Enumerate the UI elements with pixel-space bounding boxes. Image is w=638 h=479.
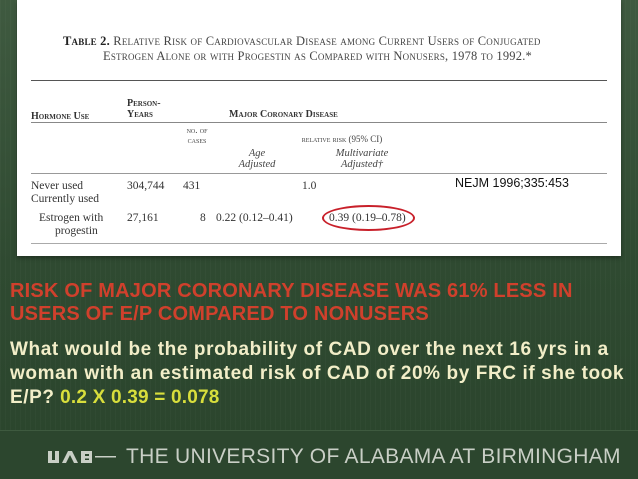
answer: 0.2 X 0.39 = 0.078 [54,387,220,408]
footer-bar [0,430,638,479]
uab-logo [48,451,116,463]
row-ep-cases: 8 [200,212,206,224]
row-never-used-rr: 1.0 [302,180,317,192]
question: What would be the probability of CAD ove… [10,339,625,408]
table-subheader-rule [31,173,607,174]
citation: NEJM 1996;335:453 [455,176,569,190]
row-never-used-years: 304,744 [127,180,165,192]
row-currently-used-label: Currently used [31,193,100,205]
sub-relative-risk: relative risk (95% CI) [301,134,383,144]
row-ep-label: Estrogen with [39,212,104,224]
row-never-used-label: Never used [31,180,84,192]
sub-age-adjusted: Adjusted [238,159,276,170]
header-hormone-use: Hormone Use [31,111,90,122]
header-major-coronary: Major Coronary Disease [229,109,338,120]
table-title-line2: Estrogen Alone or with Progestin as Comp… [103,49,532,63]
table-title-number: Table 2. [63,34,110,48]
table-top-rule [31,80,607,81]
sub-multivariate-adjusted: Adjusted† [341,159,383,170]
table-header-rule [31,122,607,123]
sub-no-of: no. of [186,125,208,135]
headline: Risk of major coronary disease was 61% l… [10,280,573,325]
sub-multivariate: Multivariate [335,148,389,159]
table-title-line1: Relative Risk of Cardiovascular Disease … [113,34,541,48]
row-ep-age-adjusted: 0.22 (0.12–0.41) [216,212,293,224]
table-image: Table 2. Relative Risk of Cardiovascular… [17,0,621,256]
row-ep-years: 27,161 [127,212,159,224]
question-text: What would be the probability of CAD ove… [10,338,630,410]
header-person: Person- [127,98,161,109]
sub-age: Age [248,148,266,159]
row-ep-label2: progestin [55,225,98,237]
sub-cases: cases [187,135,207,145]
row-never-used-cases: 431 [183,180,201,192]
table-title: Table 2. Relative Risk of Cardiovascular… [63,34,603,64]
footer-institution: THE UNIVERSITY OF ALABAMA AT BIRMINGHAM [126,445,621,468]
header-years: Years [127,109,153,120]
table-bottom-rule [31,243,607,244]
highlight-circle [322,205,415,231]
